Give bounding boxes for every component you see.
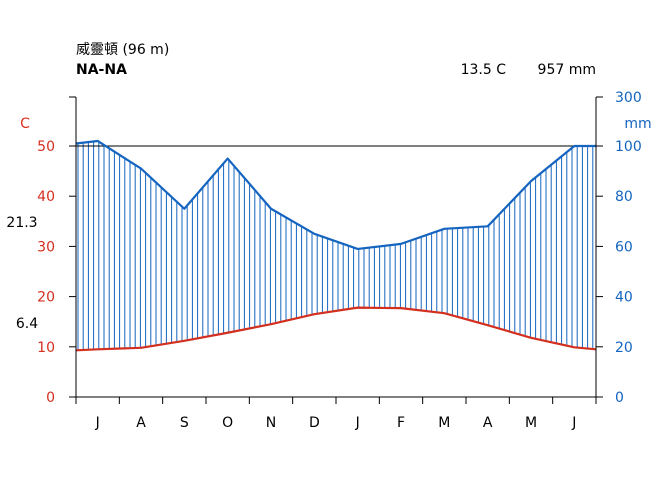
mean-min-coldest-label: 6.4 [16, 316, 38, 332]
left-axis-tick-label: 20 [37, 290, 55, 306]
annual-precipitation: 957 mm [538, 62, 596, 78]
right-axis-tick-label: 40 [615, 290, 633, 306]
right-axis-tick-label: 80 [615, 189, 633, 205]
month-label: N [266, 415, 276, 431]
precipitation-line [75, 139, 596, 251]
left-axis-tick-label: 0 [46, 390, 55, 406]
temperature-unit-label: C [20, 116, 30, 132]
station-name: 威靈頓 (96 m) [76, 42, 169, 58]
month-label: D [309, 415, 320, 431]
right-axis-tick-label: 0 [615, 390, 624, 406]
month-label: M [438, 415, 450, 431]
right-axis-tick-label: 20 [615, 340, 633, 356]
station-coordinates: NA-NA [76, 62, 127, 78]
left-axis-tick-label: 50 [37, 139, 55, 155]
left-axis-tick-label: 40 [37, 189, 55, 205]
mean-max-coldest-label: 21.3 [6, 215, 37, 231]
month-label: A [136, 415, 146, 431]
month-label: J [571, 415, 576, 431]
month-label: J [95, 415, 100, 431]
mean-temperature: 13.5 C [461, 62, 507, 78]
month-label: F [397, 415, 405, 431]
left-axis-tick-label: 10 [37, 340, 55, 356]
precipitation-unit-label: mm [624, 116, 651, 132]
month-label: A [483, 415, 493, 431]
left-axis-tick-label: 30 [37, 239, 55, 255]
month-label: S [180, 415, 189, 431]
month-label: O [222, 415, 233, 431]
right-axis-tick-label: 300 [615, 90, 642, 106]
temperature-line [75, 306, 597, 352]
right-axis-tick-label: 60 [615, 239, 633, 255]
plot-area: 0 10 20 30 40 50 0 20 40 60 80 100 300 J A S O N D J F M A M J [37, 90, 642, 431]
month-label: M [525, 415, 537, 431]
month-label: J [355, 415, 360, 431]
right-axis-tick-label: 100 [615, 139, 642, 155]
